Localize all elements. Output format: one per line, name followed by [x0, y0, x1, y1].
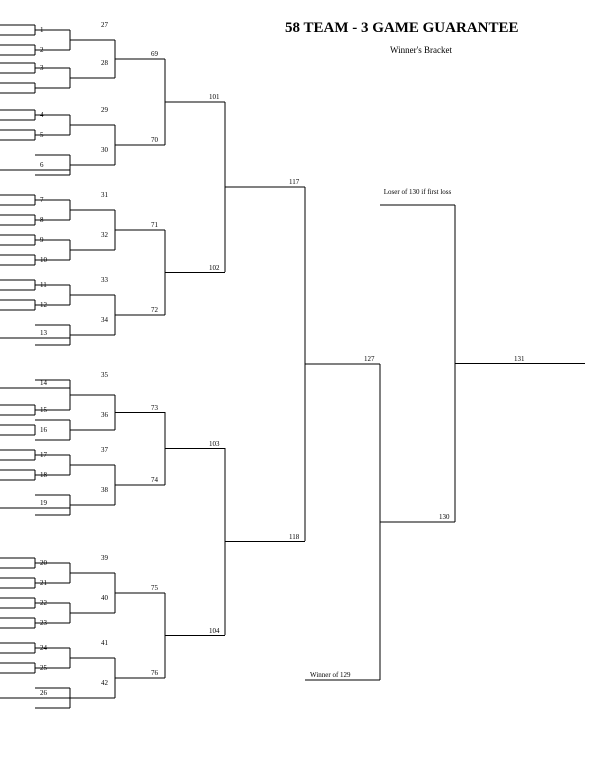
- game-label: 39: [101, 554, 108, 562]
- game-label: 13: [40, 329, 47, 337]
- game-label: 104: [209, 627, 220, 635]
- game-label: 31: [101, 191, 108, 199]
- game-label: 23: [40, 619, 47, 627]
- game-label: 74: [151, 476, 158, 484]
- game-label: 28: [101, 59, 108, 67]
- game-label: 5: [40, 131, 44, 139]
- game-label: 118: [289, 533, 299, 541]
- game-label: 18: [40, 471, 47, 479]
- game-label: 19: [40, 499, 47, 507]
- game-label: 26: [40, 689, 47, 697]
- game-label: 10: [40, 256, 47, 264]
- game-label: 130: [439, 513, 450, 521]
- game-label: 7: [40, 196, 44, 204]
- game-label: 127: [364, 355, 375, 363]
- game-label: 3: [40, 64, 44, 72]
- game-label: 33: [101, 276, 108, 284]
- game-label: 131: [514, 355, 525, 363]
- game-label: 27: [101, 21, 108, 29]
- game-label: 117: [289, 178, 299, 186]
- note-loser: Loser of 130 if first loss: [382, 189, 453, 197]
- game-label: 29: [101, 106, 108, 114]
- game-label: 101: [209, 93, 220, 101]
- game-label: 2: [40, 46, 44, 54]
- game-label: 8: [40, 216, 44, 224]
- game-label: 11: [40, 281, 47, 289]
- page-subtitle: Winner's Bracket: [390, 45, 452, 55]
- game-label: 9: [40, 236, 44, 244]
- game-label: 42: [101, 679, 108, 687]
- game-label: 73: [151, 404, 158, 412]
- game-label: 30: [101, 146, 108, 154]
- game-label: 22: [40, 599, 47, 607]
- game-label: 14: [40, 379, 47, 387]
- game-label: 34: [101, 316, 108, 324]
- game-label: 36: [101, 411, 108, 419]
- game-label: 1: [40, 26, 44, 34]
- game-label: 102: [209, 264, 220, 272]
- game-label: 40: [101, 594, 108, 602]
- game-label: 6: [40, 161, 44, 169]
- game-label: 71: [151, 221, 158, 229]
- page-title: 58 TEAM - 3 GAME GUARANTEE: [285, 20, 518, 37]
- game-label: 41: [101, 639, 108, 647]
- game-label: 12: [40, 301, 47, 309]
- game-label: 72: [151, 306, 158, 314]
- game-label: 21: [40, 579, 47, 587]
- game-label: 16: [40, 426, 47, 434]
- bracket-svg: [0, 0, 590, 760]
- game-label: 70: [151, 136, 158, 144]
- game-label: 25: [40, 664, 47, 672]
- game-label: 38: [101, 486, 108, 494]
- game-label: 4: [40, 111, 44, 119]
- game-label: 76: [151, 669, 158, 677]
- game-label: 103: [209, 440, 220, 448]
- game-label: 35: [101, 371, 108, 379]
- game-label: 37: [101, 446, 108, 454]
- game-label: 20: [40, 559, 47, 567]
- game-label: 32: [101, 231, 108, 239]
- game-label: 75: [151, 584, 158, 592]
- game-label: 24: [40, 644, 47, 652]
- game-label: Winner of 129: [310, 671, 351, 679]
- game-label: 15: [40, 406, 47, 414]
- game-label: 17: [40, 451, 47, 459]
- game-label: 69: [151, 50, 158, 58]
